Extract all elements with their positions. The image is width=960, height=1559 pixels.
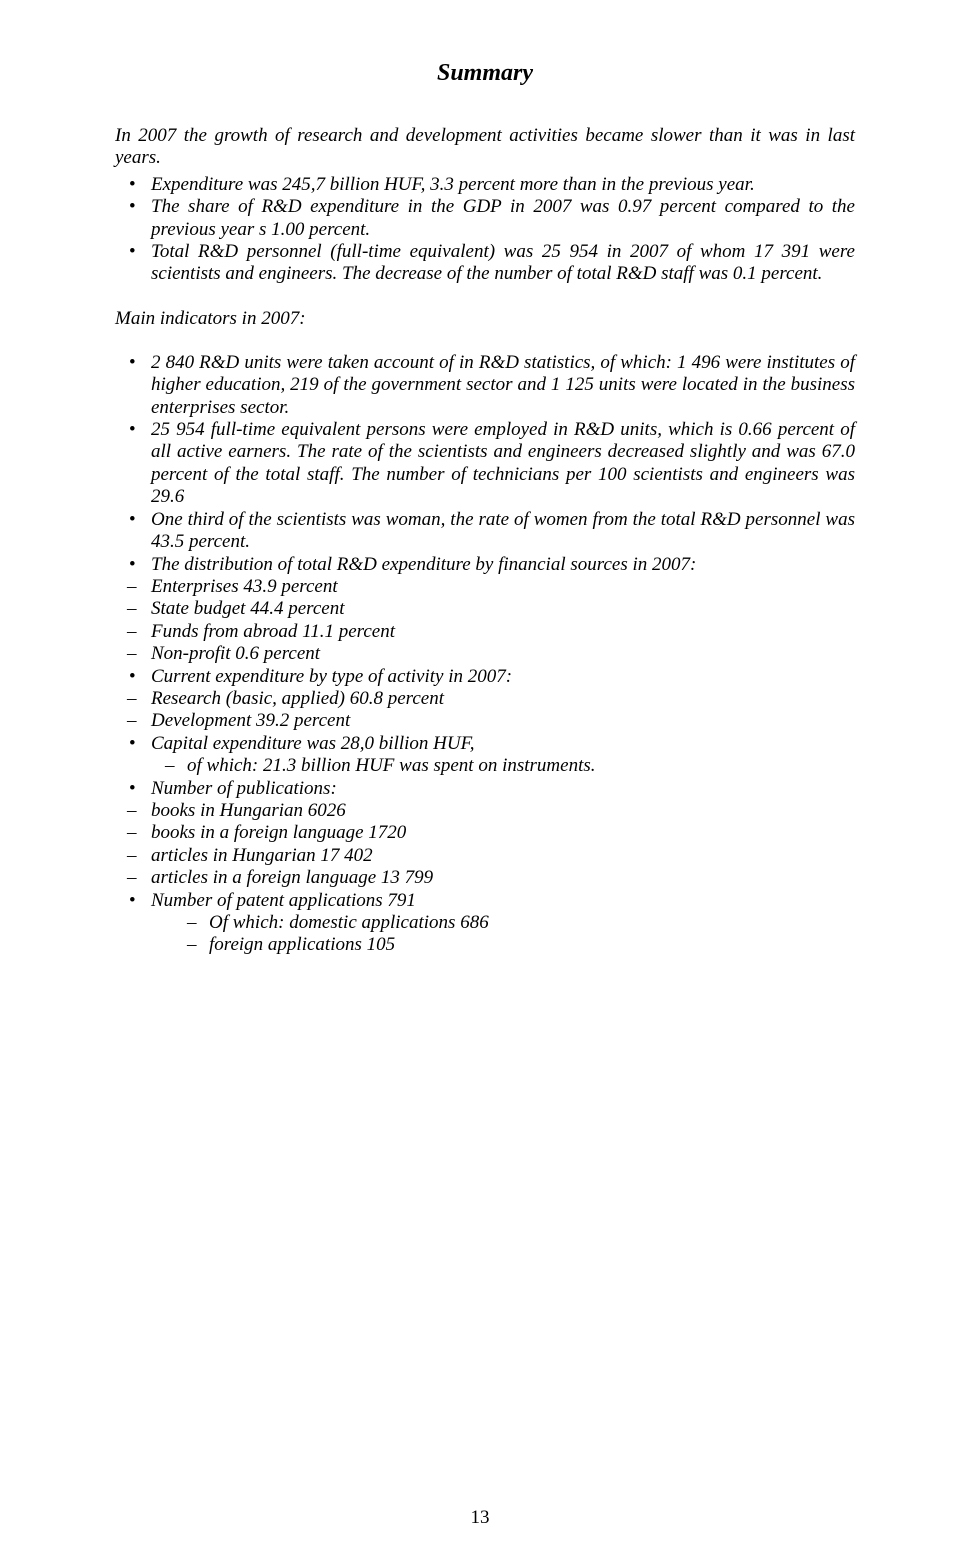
intro-bullet-list: Expenditure was 245,7 billion HUF, 3.3 p…	[115, 174, 855, 286]
dash-group: of which: 21.3 billion HUF was spent on …	[115, 755, 855, 777]
list-item: Enterprises 43.9 percent	[115, 576, 855, 598]
list-item: State budget 44.4 percent	[115, 598, 855, 620]
dash-group: Enterprises 43.9 percentState budget 44.…	[115, 576, 855, 666]
bullet-group: Capital expenditure was 28,0 billion HUF…	[115, 733, 855, 755]
list-item: Current expenditure by type of activity …	[115, 666, 855, 688]
intro-bullet-item: Expenditure was 245,7 billion HUF, 3.3 p…	[115, 174, 855, 196]
intro-paragraph: In 2007 the growth of research and devel…	[115, 125, 855, 170]
list-item: 2 840 R&D units were taken account of in…	[115, 352, 855, 419]
list-item: Funds from abroad 11.1 percent	[115, 621, 855, 643]
list-item: Number of patent applications 791	[115, 890, 855, 912]
main-indicators-heading: Main indicators in 2007:	[115, 308, 855, 330]
list-item: Number of publications:	[115, 778, 855, 800]
bullet-group: Current expenditure by type of activity …	[115, 666, 855, 688]
main-indicators-list: 2 840 R&D units were taken account of in…	[115, 352, 855, 957]
dash-group: Research (basic, applied) 60.8 percentDe…	[115, 688, 855, 733]
list-item: books in Hungarian 6026	[115, 800, 855, 822]
intro-bullet-item: The share of R&D expenditure in the GDP …	[115, 196, 855, 241]
page-number: 13	[0, 1507, 960, 1529]
list-item: Of which: domestic applications 686	[115, 912, 855, 934]
list-item: articles in Hungarian 17 402	[115, 845, 855, 867]
list-item: Research (basic, applied) 60.8 percent	[115, 688, 855, 710]
list-item: One third of the scientists was woman, t…	[115, 509, 855, 554]
bullet-group: 2 840 R&D units were taken account of in…	[115, 352, 855, 576]
document-page: Summary In 2007 the growth of research a…	[0, 0, 960, 1559]
list-item: 25 954 full-time equivalent persons were…	[115, 419, 855, 509]
list-item: The distribution of total R&D expenditur…	[115, 554, 855, 576]
list-item: foreign applications 105	[115, 934, 855, 956]
list-item: articles in a foreign language 13 799	[115, 867, 855, 889]
page-title: Summary	[115, 60, 855, 87]
list-item: Development 39.2 percent	[115, 710, 855, 732]
bullet-group: Number of patent applications 791	[115, 890, 855, 912]
list-item: books in a foreign language 1720	[115, 822, 855, 844]
dash-group: Of which: domestic applications 686forei…	[115, 912, 855, 957]
list-item: of which: 21.3 billion HUF was spent on …	[115, 755, 855, 777]
list-item: Non-profit 0.6 percent	[115, 643, 855, 665]
intro-bullet-item: Total R&D personnel (full-time equivalen…	[115, 241, 855, 286]
bullet-group: Number of publications:	[115, 778, 855, 800]
list-item: Capital expenditure was 28,0 billion HUF…	[115, 733, 855, 755]
dash-group: books in Hungarian 6026books in a foreig…	[115, 800, 855, 890]
